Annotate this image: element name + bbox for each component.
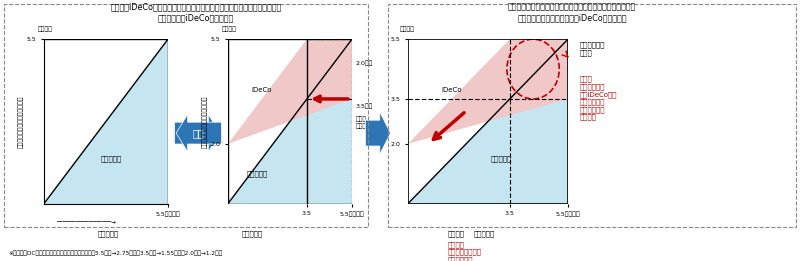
Text: ＜見直し内容＞規約の定め等を不要とすることで、これまで
加入できなかった多くの者がiDeCoに加入可能: ＜見直し内容＞規約の定め等を不要とすることで、これまで 加入できなかった多くの者… bbox=[508, 3, 636, 22]
Text: （万円）: （万円） bbox=[399, 26, 414, 32]
Text: 選択: 選択 bbox=[192, 128, 204, 138]
Polygon shape bbox=[228, 39, 352, 204]
Text: 事業主掛金: 事業主掛金 bbox=[101, 156, 122, 162]
Text: 2.0万円: 2.0万円 bbox=[355, 60, 373, 66]
Text: 事業主掛金: 事業主掛金 bbox=[490, 156, 512, 162]
FancyArrow shape bbox=[176, 114, 222, 152]
Text: ※　企業型DCと確定給付型を実施している場合は、5.5万円→2.75万円、3.5万円→1.55万円、2.0万円→1.2万円: ※ 企業型DCと確定給付型を実施している場合は、5.5万円→2.75万円、3.5… bbox=[8, 250, 222, 256]
Text: 事業主掛金: 事業主掛金 bbox=[242, 230, 262, 237]
Text: ─────────────────→: ─────────────────→ bbox=[56, 219, 116, 224]
FancyArrow shape bbox=[366, 112, 390, 154]
Text: 3.5万円: 3.5万円 bbox=[355, 104, 373, 109]
Polygon shape bbox=[408, 39, 568, 204]
Text: （万円）: （万円） bbox=[38, 26, 52, 32]
Text: 上限の
引下げ: 上限の 引下げ bbox=[355, 117, 366, 129]
Text: 拠出限
度額に収まる
ようiDeCo掛金
の額の調整が
必要となる場
合がある: 拠出限 度額に収まる ようiDeCo掛金 の額の調整が 必要となる場 合がある bbox=[579, 76, 617, 120]
Text: iDeCo: iDeCo bbox=[442, 87, 462, 93]
Text: iDeCo: iDeCo bbox=[251, 87, 272, 93]
Text: （万円）: （万円） bbox=[222, 26, 236, 32]
Y-axis label: 事業主掛金と加入者掛金の合計: 事業主掛金と加入者掛金の合計 bbox=[202, 95, 208, 148]
Polygon shape bbox=[408, 39, 568, 144]
Text: この層につい
ては、: この層につい ては、 bbox=[579, 42, 605, 56]
Y-axis label: 事業主掛金と加入者掛金の合計: 事業主掛金と加入者掛金の合計 bbox=[18, 95, 24, 148]
Polygon shape bbox=[44, 39, 168, 204]
Text: 事業主掛金: 事業主掛金 bbox=[98, 230, 118, 237]
FancyArrow shape bbox=[174, 114, 220, 152]
Polygon shape bbox=[408, 39, 568, 204]
Text: 事業主掛金: 事業主掛金 bbox=[246, 170, 268, 177]
Text: これまで: これまで bbox=[448, 230, 465, 237]
Text: 加入でき
なかった多くの者
が加入可能に: 加入でき なかった多くの者 が加入可能に bbox=[448, 241, 482, 261]
Text: ＜現行＞iDeCoの加入を認める労使合意に基づく規約の定め等がなければ、
加入者全員がiDeCoに加入不可: ＜現行＞iDeCoの加入を認める労使合意に基づく規約の定め等がなければ、 加入者… bbox=[110, 3, 282, 22]
Polygon shape bbox=[228, 39, 352, 144]
Text: 事業主掛金: 事業主掛金 bbox=[474, 230, 494, 237]
